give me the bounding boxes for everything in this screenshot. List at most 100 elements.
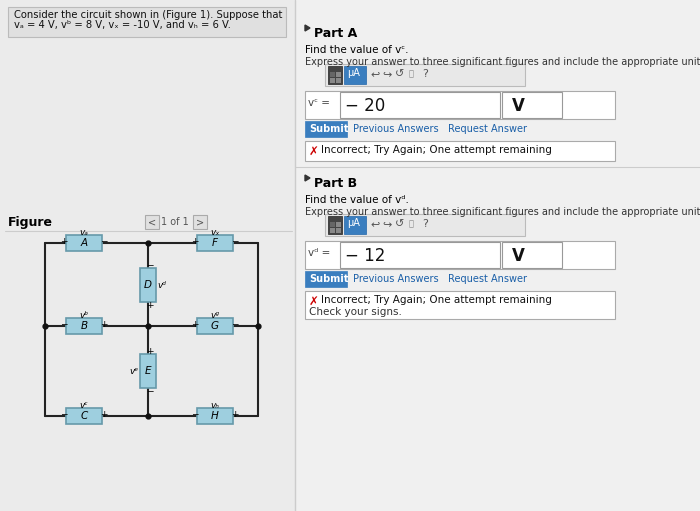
Text: F: F (212, 238, 218, 248)
Text: ↪: ↪ (382, 69, 391, 79)
Text: Find the value of vᶜ.: Find the value of vᶜ. (305, 45, 409, 55)
Bar (330, 222, 335, 227)
Bar (197, 318, 233, 334)
Text: Express your answer to three significant figures and include the appropriate uni: Express your answer to three significant… (305, 207, 700, 217)
Bar (340, 92, 500, 118)
Text: Consider the circuit shown in (Figure 1). Suppose that: Consider the circuit shown in (Figure 1)… (14, 10, 282, 20)
Bar (145, 215, 159, 229)
Text: +: + (146, 300, 154, 310)
Text: +: + (146, 346, 154, 356)
Text: C: C (80, 411, 88, 421)
Text: vₐ: vₐ (80, 227, 88, 237)
Text: B: B (80, 321, 88, 331)
Text: E: E (145, 366, 151, 376)
Bar (336, 222, 341, 227)
Text: Figure: Figure (8, 216, 53, 229)
Bar (344, 66, 366, 84)
Text: Previous Answers   Request Answer: Previous Answers Request Answer (353, 124, 527, 134)
Bar (502, 242, 562, 268)
Bar (336, 78, 341, 83)
Bar (330, 72, 335, 77)
Text: Part A: Part A (314, 27, 357, 40)
Bar (325, 214, 525, 236)
Text: vᵍ: vᵍ (211, 311, 220, 319)
Text: −: − (191, 409, 199, 419)
Text: +: + (100, 319, 108, 329)
Text: +: + (100, 409, 108, 419)
Text: ↺: ↺ (395, 219, 405, 229)
Bar (66, 235, 102, 251)
Bar (8, 7, 286, 37)
Bar (305, 141, 615, 161)
Text: −: − (146, 386, 154, 396)
Text: μA: μA (347, 218, 360, 228)
Text: vᵈ =: vᵈ = (308, 248, 330, 258)
Bar (197, 235, 233, 251)
Text: 1 of 1: 1 of 1 (161, 217, 189, 227)
Text: Submit: Submit (309, 274, 349, 284)
Text: ?: ? (422, 219, 428, 229)
Text: H: H (211, 411, 219, 421)
Text: −: − (231, 237, 239, 245)
Text: +: + (231, 409, 239, 419)
Bar (193, 215, 207, 229)
Text: A: A (80, 238, 88, 248)
Text: D: D (144, 280, 152, 290)
Text: ↪: ↪ (382, 219, 391, 229)
Polygon shape (305, 175, 310, 181)
Text: −: − (146, 261, 154, 269)
Text: Incorrect; Try Again; One attempt remaining: Incorrect; Try Again; One attempt remain… (321, 145, 552, 155)
Bar (305, 121, 347, 137)
Text: +: + (191, 237, 199, 245)
Bar (0, 0, 295, 511)
Text: +: + (191, 319, 199, 329)
Bar (66, 318, 102, 334)
Text: Part B: Part B (314, 177, 357, 190)
Text: vᶜ: vᶜ (80, 401, 88, 409)
Text: ⬜: ⬜ (409, 69, 414, 78)
Bar (305, 241, 615, 269)
Text: Find the value of vᵈ.: Find the value of vᵈ. (305, 195, 409, 205)
Bar (66, 408, 102, 424)
Text: −: − (60, 409, 68, 419)
Bar (305, 291, 615, 319)
Text: vₓ: vₓ (210, 227, 220, 237)
Text: ⬜: ⬜ (409, 219, 414, 228)
Text: vₕ: vₕ (211, 401, 220, 409)
Text: ↩: ↩ (370, 69, 379, 79)
Bar (330, 78, 335, 83)
Text: vₐ = 4 V, vᵇ = 8 V, vₓ = -10 V, and vₕ = 6 V.: vₐ = 4 V, vᵇ = 8 V, vₓ = -10 V, and vₕ =… (14, 20, 231, 30)
Bar (344, 216, 366, 234)
Text: −: − (60, 319, 68, 329)
Bar (328, 216, 342, 234)
Text: vᵈ: vᵈ (158, 281, 167, 290)
Text: Previous Answers   Request Answer: Previous Answers Request Answer (353, 274, 527, 284)
Text: G: G (211, 321, 219, 331)
Text: μA: μA (347, 68, 360, 78)
Text: Submit: Submit (309, 124, 349, 134)
Bar (295, 0, 700, 511)
Text: <: < (148, 217, 156, 227)
Text: >: > (196, 217, 204, 227)
Text: ✗: ✗ (309, 295, 319, 308)
Text: vᵉ: vᵉ (130, 366, 139, 376)
Text: Incorrect; Try Again; One attempt remaining: Incorrect; Try Again; One attempt remain… (321, 295, 552, 305)
Text: V: V (512, 97, 525, 115)
Text: − 20: − 20 (345, 97, 385, 115)
Text: vᶜ =: vᶜ = (308, 98, 330, 108)
Bar (305, 271, 347, 287)
Bar (328, 66, 342, 84)
Bar (140, 268, 156, 302)
Bar (340, 242, 500, 268)
Bar (325, 64, 525, 86)
Text: ✗: ✗ (309, 145, 319, 158)
Bar (336, 72, 341, 77)
Polygon shape (305, 25, 310, 31)
Text: ↺: ↺ (395, 69, 405, 79)
Bar (197, 408, 233, 424)
Text: ↩: ↩ (370, 219, 379, 229)
Text: Express your answer to three significant figures and include the appropriate uni: Express your answer to three significant… (305, 57, 700, 67)
Text: +: + (60, 237, 68, 245)
Bar (336, 228, 341, 233)
Text: Check your signs.: Check your signs. (309, 307, 402, 317)
